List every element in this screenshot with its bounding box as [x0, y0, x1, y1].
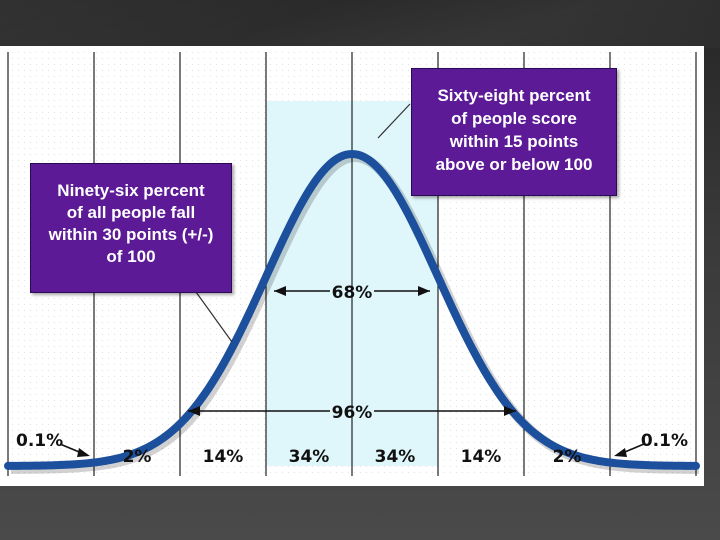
callout-pointer-left [195, 291, 233, 343]
band-label: 14% [461, 447, 502, 467]
band-label: 34% [289, 447, 330, 467]
range-96-label: 96% [332, 403, 373, 423]
band-label: 34% [375, 447, 416, 467]
tail-arrowhead-right [614, 448, 627, 457]
range-96-arrowhead-left [188, 406, 200, 416]
band-label: 2% [123, 447, 152, 467]
slide-background [0, 0, 720, 48]
range-96-arrowhead-right [504, 406, 516, 416]
callout-pointer-right [377, 103, 411, 139]
bell-curve-line [4, 149, 700, 470]
tail-arrowhead-left [77, 448, 90, 457]
range-68-arrowhead-right [418, 286, 430, 296]
range-68-arrowhead-left [274, 286, 286, 296]
callout-sixty-eight-percent: Sixty-eight percent of people score with… [411, 68, 617, 196]
tail-label-right: 0.1% [641, 431, 688, 451]
callout-ninety-six-percent: Ninety-six percent of all people fall wi… [30, 163, 232, 293]
band-label: 14% [203, 447, 244, 467]
band-label: 2% [553, 447, 582, 467]
tail-label-left: 0.1% [16, 431, 63, 451]
range-68-label: 68% [332, 283, 373, 303]
